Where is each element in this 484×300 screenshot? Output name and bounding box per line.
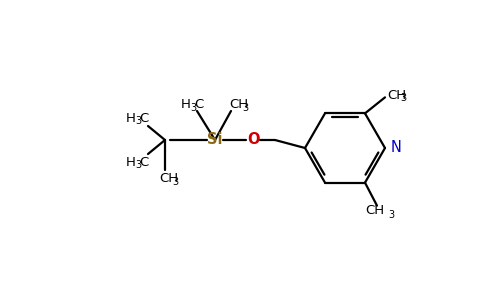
Text: 3: 3 xyxy=(172,177,178,187)
Text: CH: CH xyxy=(159,172,178,184)
Text: H: H xyxy=(181,98,191,112)
Text: 3: 3 xyxy=(190,103,196,113)
Text: CH: CH xyxy=(387,89,406,102)
Text: C: C xyxy=(139,112,148,124)
Text: CH: CH xyxy=(229,98,248,112)
Text: CH: CH xyxy=(365,204,385,217)
Text: 3: 3 xyxy=(242,103,248,113)
Text: C: C xyxy=(194,98,203,112)
Text: 3: 3 xyxy=(135,160,141,170)
Text: N: N xyxy=(391,140,402,155)
Text: C: C xyxy=(139,155,148,169)
Text: H: H xyxy=(126,155,136,169)
Text: H: H xyxy=(126,112,136,124)
Text: 3: 3 xyxy=(135,116,141,126)
Text: Si: Si xyxy=(207,133,223,148)
Text: 3: 3 xyxy=(388,210,394,220)
Text: 3: 3 xyxy=(400,93,406,103)
Text: O: O xyxy=(247,133,259,148)
